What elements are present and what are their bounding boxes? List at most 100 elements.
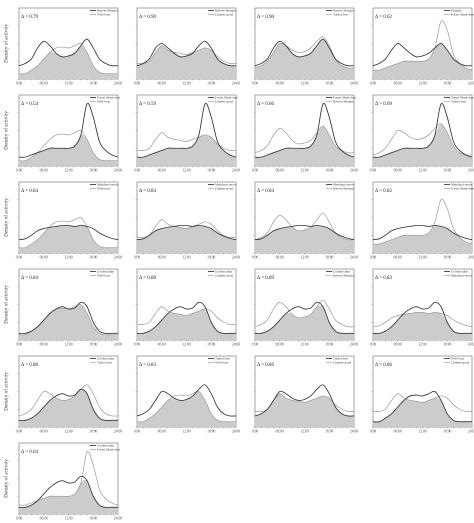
- x-tick-label: 0:00: [252, 169, 259, 173]
- legend-entry: Golden takin: [97, 357, 114, 361]
- overlap-panel: 0:00 06:00 12:00 18:00 24:00 Δ = 0.90 Reeves M…: [134, 7, 240, 86]
- x-tick-label: 12:00: [418, 343, 426, 347]
- legend-entry: Forest Musk deer: [451, 187, 474, 191]
- legend-entry: Chinese goral: [215, 274, 233, 278]
- x-tick-label: 0:00: [16, 169, 23, 173]
- legend-entry: Forest Musk deer: [451, 13, 474, 17]
- x-tick-label: 24:00: [114, 343, 122, 347]
- x-tick-label: 24:00: [468, 82, 474, 86]
- series-line-tufted-deer: [18, 384, 119, 417]
- legend-entry: Muntjac: [451, 9, 463, 13]
- series-line-reeves-muntjac: [254, 212, 355, 241]
- legend-entry: Wild boar: [451, 357, 465, 361]
- x-tick-label: 24:00: [114, 256, 122, 260]
- x-tick-label: 0:00: [134, 82, 141, 86]
- overlap-area: [255, 39, 354, 79]
- delta-label: Δ = 0.90: [257, 15, 275, 20]
- delta-label: Δ = 0.66: [257, 102, 275, 107]
- x-tick-label: 06:00: [158, 256, 166, 260]
- series-line-golden-takin: [136, 301, 236, 334]
- overlap-area: [137, 134, 236, 166]
- series-line-wild-boar: [18, 42, 118, 75]
- overlap-panel: 0:00 06:00 12:00 18:00 24:00 Δ = 0.86 Tufted d…: [252, 355, 358, 434]
- x-tick-label: 0:00: [370, 82, 377, 86]
- y-axis-label: Density of activity: [3, 24, 10, 63]
- series-line-forest-musk-deer: [254, 102, 355, 158]
- delta-label: Δ = 0.90: [139, 15, 157, 20]
- series-line-forest-musk-deer: [372, 102, 473, 158]
- overlap-panel: 0:00 06:00 12:00 18:00 24:00 Δ = 0.69 Forest M…: [370, 94, 474, 173]
- overlap-area: [255, 225, 354, 253]
- x-tick-label: 12:00: [418, 430, 426, 434]
- x-tick-label: 06:00: [276, 256, 284, 260]
- overlap-panel: 0:00 06:00 12:00 18:00 24:00 Δ = 0.66 Forest M…: [252, 94, 358, 173]
- x-tick-label: 0:00: [252, 256, 259, 260]
- legend-entry: Mainland serow: [97, 183, 119, 187]
- delta-label: Δ = 0.83: [375, 276, 393, 281]
- delta-label: Δ = 0.84: [257, 189, 275, 194]
- legend-entry: Tufted deer: [215, 357, 231, 361]
- legend-entry: Forest Musk deer: [97, 448, 121, 452]
- legend-entry: Wild boar: [215, 361, 229, 365]
- x-tick-label: 18:00: [443, 82, 451, 86]
- x-tick-label: 06:00: [40, 343, 48, 347]
- x-tick-label: 12:00: [300, 430, 308, 434]
- legend-entry: Mainland serow: [451, 183, 473, 187]
- legend-entry: Reeves Muntjac: [333, 274, 355, 278]
- overlap-panel: 0:00 06:00 12:00 18:00 24:00 Δ = 0.54 Forest M…: [3, 94, 122, 173]
- legend-entry: Wild boar: [97, 13, 111, 17]
- x-tick-label: 06:00: [394, 430, 402, 434]
- x-tick-label: 24:00: [350, 256, 358, 260]
- series-line-chinese-goral: [136, 219, 237, 238]
- x-tick-label: 06:00: [40, 430, 48, 434]
- overlap-area: [137, 225, 236, 253]
- overlap-panel: 0:00 06:00 12:00 18:00 24:00 Δ = 0.82 Mainland…: [370, 181, 474, 260]
- overlap-area: [137, 391, 236, 427]
- overlap-panel: 0:00 06:00 12:00 18:00 24:00 Δ = 0.83 Golden t…: [370, 268, 474, 347]
- legend-entry: Forest Musk deer: [451, 96, 474, 100]
- x-tick-label: 0:00: [252, 343, 259, 347]
- series-line-reeves-muntjac: [254, 125, 355, 154]
- overlap-panel: 0:00 06:00 12:00 18:00 24:00 Δ = 0.59 Forest M…: [134, 94, 240, 173]
- x-tick-label: 06:00: [40, 517, 48, 521]
- x-tick-label: 18:00: [325, 169, 333, 173]
- delta-label: Δ = 0.79: [21, 15, 39, 20]
- legend-entry: Wild boar: [97, 187, 111, 191]
- legend-entry: Chinese goral: [333, 361, 351, 365]
- series-line-wild-boar: [18, 216, 118, 249]
- x-tick-label: 12:00: [182, 430, 190, 434]
- legend-entry: Forest Musk deer: [97, 96, 121, 100]
- x-tick-label: 06:00: [394, 256, 402, 260]
- series-line-wild-boar: [372, 390, 472, 423]
- x-tick-label: 18:00: [89, 169, 97, 173]
- x-tick-label: 12:00: [300, 256, 308, 260]
- x-tick-label: 24:00: [114, 517, 122, 521]
- overlap-panel: 0:00 06:00 12:00 18:00 24:00 Δ = 0.84 Mainland…: [252, 181, 358, 260]
- x-tick-label: 06:00: [394, 82, 402, 86]
- x-tick-label: 12:00: [182, 343, 190, 347]
- series-line-reeves-muntjac: [18, 38, 119, 67]
- delta-label: Δ = 0.89: [257, 276, 275, 281]
- series-line-forest-musk-deer: [372, 198, 473, 245]
- series-line-golden-takin: [18, 301, 118, 334]
- overlap-panel: 0:00 06:00 12:00 18:00 24:00 Δ = 0.90 Reeves M…: [252, 7, 358, 86]
- overlap-panel: 0:00 06:00 12:00 18:00 24:00 Δ = 0.84 Mainland…: [134, 181, 240, 260]
- overlap-panel: 0:00 06:00 12:00 18:00 24:00 Δ = 0.83 Tufted d…: [134, 355, 240, 434]
- x-tick-label: 06:00: [158, 169, 166, 173]
- overlap-panel: 0:00 06:00 12:00 18:00 24:00 Δ = 0.86 Wild boa…: [370, 355, 474, 434]
- x-tick-label: 18:00: [325, 343, 333, 347]
- x-tick-label: 18:00: [325, 430, 333, 434]
- x-tick-label: 18:00: [325, 82, 333, 86]
- delta-label: Δ = 0.54: [21, 102, 39, 107]
- x-tick-label: 18:00: [443, 256, 451, 260]
- x-tick-label: 0:00: [134, 430, 141, 434]
- delta-label: Δ = 0.62: [375, 15, 393, 20]
- x-tick-label: 18:00: [207, 82, 215, 86]
- series-line-forest-musk-deer: [18, 450, 119, 506]
- overlap-area: [19, 389, 118, 427]
- x-tick-label: 0:00: [16, 256, 23, 260]
- legend-entry: Mainland serow: [451, 274, 473, 278]
- delta-label: Δ = 0.88: [21, 363, 39, 368]
- x-tick-label: 24:00: [232, 256, 240, 260]
